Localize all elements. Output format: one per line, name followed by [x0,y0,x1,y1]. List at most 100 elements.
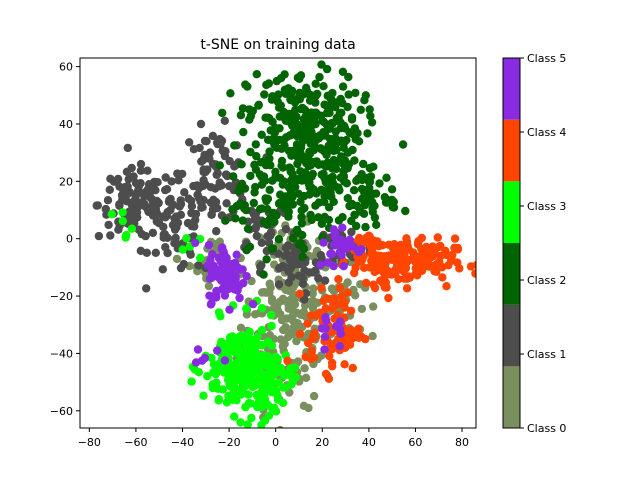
data-point [140,192,149,201]
data-point [257,359,266,368]
data-point [334,275,343,284]
data-point [222,398,232,407]
data-point [371,257,381,267]
data-point [208,131,218,141]
data-point [180,188,189,197]
data-point [248,358,257,367]
data-point [392,262,401,271]
colorbar-label: Class 1 [527,348,566,361]
data-point [453,258,462,267]
data-point [249,198,258,208]
data-point [187,202,197,211]
data-point [266,126,275,135]
data-point [237,347,246,356]
x-tick-label: 60 [408,436,422,449]
data-point [237,179,247,188]
data-point [272,76,281,86]
data-point [218,243,227,252]
data-point [361,222,370,232]
data-point [336,317,345,326]
data-point [266,310,276,320]
colorbar-segment [503,119,520,182]
data-point [302,83,311,93]
data-point [228,271,237,281]
data-point [349,186,359,195]
data-point [233,358,242,368]
data-point [239,335,248,344]
data-point [319,238,328,247]
data-point [417,244,426,253]
data-point [262,196,271,206]
data-point [354,324,363,333]
data-point [261,113,270,122]
data-point [144,180,154,189]
y-tick-label: 60 [59,61,73,74]
data-point [275,198,284,208]
data-point [121,233,130,242]
data-point [173,218,183,228]
data-point [294,189,303,198]
data-point [317,60,326,69]
data-point [209,360,219,369]
data-point [264,238,274,247]
data-point [322,108,332,118]
data-point [306,90,315,100]
data-point [251,182,260,192]
data-point [335,342,344,351]
colorbar-segment [503,243,520,305]
data-point [257,261,266,270]
data-point [292,95,301,105]
data-point [378,278,388,288]
data-point [143,166,152,175]
x-tick-label: 80 [455,436,469,449]
colorbar: Class 0 Class 1 Class 2 Class 3 Class 4 Class… [502,52,566,435]
data-point [230,162,239,171]
data-point [278,163,288,172]
data-point [220,356,230,365]
data-point [193,345,203,354]
data-point [107,210,117,219]
data-point [304,338,313,348]
colorbar-segment [503,304,520,367]
data-point [94,231,104,241]
data-point [142,248,151,257]
data-point [320,173,329,182]
data-point [242,304,251,313]
data-point [265,185,274,195]
data-point [311,79,320,89]
data-point [345,235,354,244]
data-point [267,321,276,331]
data-point [305,147,314,156]
data-point [191,238,200,248]
data-point [328,362,337,371]
colorbar-label: Class 4 [527,126,566,139]
data-point [241,402,250,412]
data-point [384,293,393,303]
data-point [251,165,261,174]
data-point [296,197,305,206]
data-point [274,280,284,289]
data-point [160,230,169,239]
data-point [231,214,240,223]
data-point [191,209,201,219]
data-point [321,130,330,139]
data-point [442,282,451,291]
data-point [346,306,356,316]
data-point [320,276,330,285]
data-point [257,238,266,247]
data-point [106,231,115,240]
colorbar-label: Class 5 [527,52,566,65]
data-point [268,117,277,127]
data-point [335,247,345,257]
data-point [133,186,143,196]
data-point [430,247,439,256]
data-point [347,227,356,237]
data-point [444,261,453,270]
data-point [113,174,123,184]
data-point [229,172,238,181]
data-point [195,143,204,153]
data-point [196,253,205,262]
data-point [222,199,231,208]
data-point [253,332,262,342]
data-point [289,258,299,268]
